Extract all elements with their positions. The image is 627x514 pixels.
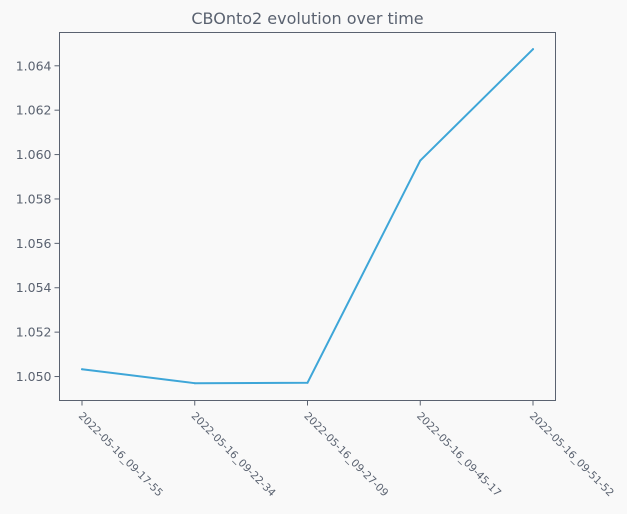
y-tick-label: 1.062 — [16, 103, 52, 118]
x-tick-label: 2022-05-16_09-22-34 — [189, 410, 278, 499]
y-tick-label: 1.052 — [16, 325, 52, 340]
series-line — [81, 48, 534, 385]
series-group — [81, 48, 534, 385]
x-tick-label: 2022-05-16_09-51-52 — [527, 410, 616, 499]
x-tick-label: 2022-05-16_09-27-09 — [301, 410, 390, 499]
y-tick-label: 1.056 — [16, 236, 52, 251]
x-tick-label: 2022-05-16_09-17-55 — [76, 410, 165, 499]
y-tick-label: 1.050 — [16, 369, 52, 384]
data-point — [193, 382, 196, 385]
y-tick-label: 1.064 — [16, 58, 52, 73]
x-tick-label: 2022-05-16_09-45-17 — [414, 410, 503, 499]
data-point — [419, 159, 422, 162]
chart-title: CBOnto2 evolution over time — [191, 9, 423, 28]
data-point — [81, 368, 83, 371]
y-tick-label: 1.060 — [16, 147, 52, 162]
data-point — [532, 48, 534, 51]
plot-area — [59, 32, 556, 401]
y-tick-label: 1.054 — [16, 280, 52, 295]
x-axis: 2022-05-16_09-17-55 2022-05-16_09-22-34 20… — [76, 400, 616, 499]
data-point — [306, 381, 309, 384]
y-axis: 1.050 1.052 1.054 1.056 1.058 1.060 1.062 1.064 — [16, 58, 60, 384]
y-tick-label: 1.058 — [16, 191, 52, 206]
